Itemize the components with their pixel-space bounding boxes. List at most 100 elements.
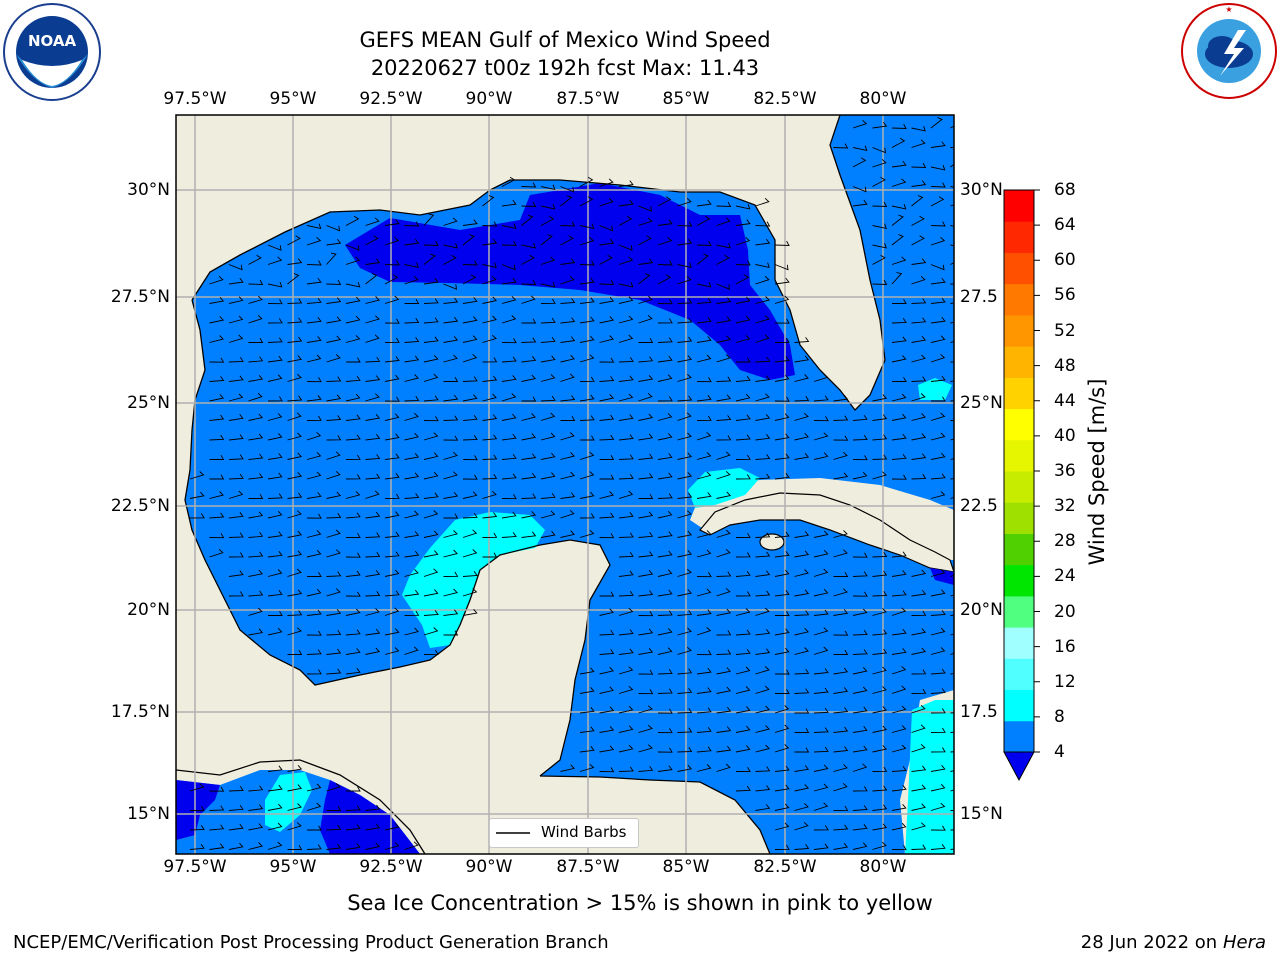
wind-barb <box>423 530 439 538</box>
wind-barb <box>872 706 888 714</box>
wind-barb <box>618 434 634 441</box>
wind-barb <box>872 454 888 460</box>
wind-barb <box>891 822 907 831</box>
wind-barb <box>423 568 439 577</box>
wind-barb <box>579 223 595 230</box>
wind-barb <box>560 492 576 499</box>
wind-barb <box>618 454 634 460</box>
wind-barb <box>501 433 517 441</box>
lat-label-right: 15°N <box>960 804 1003 824</box>
wind-barb <box>813 568 829 577</box>
wind-barb <box>209 512 225 519</box>
wind-barb <box>560 258 576 265</box>
wind-barb <box>326 783 341 792</box>
wind-barb <box>365 434 381 441</box>
wind-barb <box>287 452 303 460</box>
wind-barb <box>891 214 904 226</box>
lat-label-left: 20°N <box>127 600 170 620</box>
wind-barb <box>638 648 654 655</box>
wind-barb <box>774 705 790 714</box>
wind-barb <box>657 413 673 421</box>
wind-barb <box>267 318 283 324</box>
wind-barb <box>365 334 380 343</box>
wind-barb <box>267 784 283 792</box>
lat-label-right: 22.5 <box>960 496 998 516</box>
wind-barb <box>930 277 946 285</box>
wind-barb <box>326 668 342 675</box>
wind-barb <box>189 843 205 850</box>
wind-barb <box>930 825 946 831</box>
wind-barb <box>287 235 301 246</box>
wind-barb <box>716 217 731 226</box>
wind-barb <box>930 264 945 271</box>
wind-barb <box>365 393 380 402</box>
wind-barb <box>696 336 712 343</box>
colorbar-swatch <box>1004 720 1034 753</box>
isle-of-youth <box>759 533 785 551</box>
wind-barb <box>384 433 400 441</box>
wind-barb <box>813 802 829 811</box>
wind-barb <box>579 376 595 382</box>
wind-barb <box>326 588 341 597</box>
wind-barb <box>267 841 283 850</box>
colorbar-tick-label: 32 <box>1054 496 1076 517</box>
lat-label-left: 15°N <box>127 804 170 824</box>
lat-label-left: 25°N <box>127 393 170 413</box>
wind-barb <box>248 569 264 577</box>
wind-barb <box>638 493 654 499</box>
wind-barb <box>930 783 946 792</box>
wind-barb <box>326 571 342 577</box>
wind-barb <box>228 591 244 597</box>
wind-barb <box>560 186 575 193</box>
wind-barb <box>735 648 751 655</box>
wind-barb <box>618 315 634 324</box>
wind-barb <box>618 357 634 363</box>
wind-barb <box>618 607 634 616</box>
wind-barb <box>735 296 751 304</box>
wind-barb <box>735 260 751 266</box>
wind-barb <box>267 765 283 772</box>
wind-barb <box>930 182 946 188</box>
wind-barb <box>501 413 517 421</box>
wind-barb <box>579 354 595 363</box>
wind-barb <box>287 432 302 441</box>
wind-barb <box>307 825 322 831</box>
wind-barb <box>228 842 244 850</box>
wind-barb <box>423 492 439 499</box>
wind-barb <box>521 295 536 304</box>
wind-barb <box>521 511 537 519</box>
wind-barb <box>716 394 732 402</box>
wind-barb <box>852 805 868 811</box>
wind-barb <box>716 254 730 265</box>
wind-barb <box>736 532 751 538</box>
wind-barb <box>365 804 381 811</box>
colorbar-swatch <box>1004 439 1034 472</box>
wind-barb <box>443 571 459 577</box>
wind-barb <box>326 238 342 246</box>
wind-barb <box>911 474 927 480</box>
wind-barb <box>891 845 907 851</box>
wind-barb <box>384 473 400 480</box>
wind-barb <box>852 824 868 831</box>
date-stamp: 28 Jun 2022 on Hera <box>1081 932 1266 953</box>
wind-barb <box>618 375 634 382</box>
wind-barb <box>599 394 615 402</box>
wind-barb <box>404 412 419 421</box>
wind-barb <box>365 454 381 460</box>
wind-barb <box>423 589 439 597</box>
wind-barb <box>267 433 283 441</box>
wind-barb <box>911 784 927 792</box>
wind-barb <box>599 197 614 207</box>
wind-barb <box>716 451 731 460</box>
wind-barb <box>287 492 303 499</box>
wind-barb <box>482 532 498 538</box>
wind-barb <box>696 626 712 636</box>
wind-barb <box>833 472 849 480</box>
wind-barb <box>287 649 303 655</box>
wind-barb <box>813 746 829 753</box>
wind-barb <box>423 452 439 460</box>
wind-barb <box>618 490 634 499</box>
wind-barb <box>306 588 322 597</box>
wind-barb <box>540 336 556 343</box>
wind-barb <box>404 627 419 636</box>
